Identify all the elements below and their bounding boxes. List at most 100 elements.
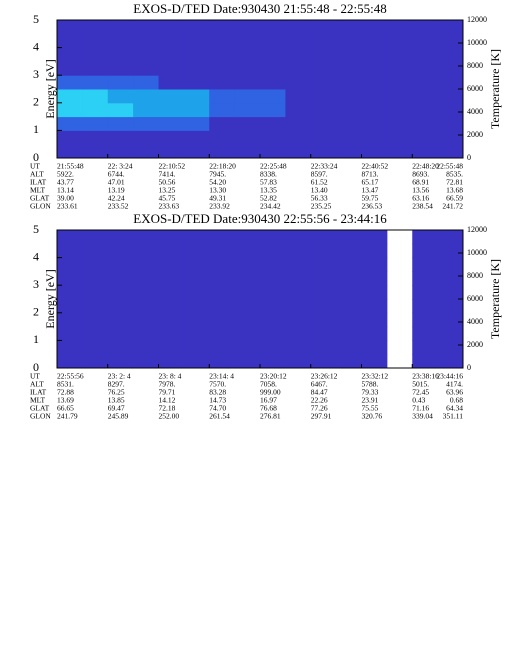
- heat-cell: [336, 312, 362, 328]
- y-tick-label: 0: [33, 360, 39, 374]
- table-cell: 8535.: [446, 170, 463, 179]
- table-cell: 7978.: [159, 380, 176, 389]
- heat-cell: [82, 285, 109, 300]
- heat-cell: [412, 230, 439, 245]
- heat-cell: [133, 312, 159, 328]
- y2-tick-label: 6000: [467, 294, 483, 303]
- table-cell: 13.19: [108, 186, 125, 195]
- heat-cell: [107, 257, 134, 272]
- table-cell: 13.14: [57, 186, 74, 195]
- table-cell: 61.52: [311, 178, 328, 187]
- table-cell: 23.91: [362, 396, 379, 405]
- heat-cell: [82, 230, 109, 245]
- heat-cell: [361, 326, 388, 341]
- heat-cell: [183, 144, 210, 159]
- heat-cell: [437, 354, 464, 369]
- table-cell: 22:40:52: [362, 162, 389, 171]
- table-cell: 241.79: [57, 412, 78, 421]
- heat-cell: [57, 271, 83, 286]
- heat-cell: [260, 116, 286, 131]
- heat-cell: [133, 47, 159, 62]
- table-cell: 234.42: [260, 202, 281, 211]
- heat-cell: [386, 75, 413, 90]
- heat-cell: [260, 75, 286, 90]
- heat-cell: [107, 47, 134, 62]
- y2-tick-label: 4000: [467, 317, 483, 326]
- heat-cell: [310, 230, 337, 245]
- y2-tick-label: 10000: [467, 38, 487, 47]
- heat-cell: [437, 299, 464, 314]
- heat-cell: [412, 354, 439, 369]
- table-row-label: GLAT: [30, 194, 50, 203]
- table-cell: 77.26: [311, 404, 328, 413]
- heat-cell: [158, 340, 185, 355]
- heat-cell: [361, 354, 388, 369]
- table-row-label: GLON: [30, 202, 51, 211]
- heat-cell: [107, 61, 134, 76]
- table-cell: 72.81: [446, 178, 463, 187]
- heat-cell: [310, 89, 337, 104]
- heat-cell: [57, 116, 83, 131]
- heat-cell: [158, 326, 185, 341]
- heat-cell: [361, 285, 388, 300]
- heat-cell: [386, 144, 413, 159]
- table-cell: 76.68: [260, 404, 277, 413]
- heat-cell: [82, 257, 109, 272]
- heat-cell: [107, 230, 134, 245]
- heat-cell: [209, 20, 236, 35]
- heat-cell: [234, 285, 261, 300]
- heat-cell: [285, 326, 312, 341]
- heat-cell: [285, 75, 312, 90]
- heat-cell: [437, 230, 464, 245]
- heat-cell: [234, 116, 261, 131]
- table-cell: 6467.: [311, 380, 328, 389]
- heat-cell: [57, 354, 83, 369]
- table-cell: 351.11: [443, 412, 464, 421]
- table-cell: 52.82: [260, 194, 277, 203]
- table-row-label: GLON: [30, 412, 51, 421]
- heat-cell: [234, 299, 261, 314]
- heat-cell: [234, 20, 261, 35]
- table-cell: 56.33: [311, 194, 328, 203]
- heat-cell: [133, 340, 159, 355]
- heat-cell: [133, 20, 159, 35]
- heat-cell: [209, 340, 236, 355]
- y2-tick-label: 12000: [467, 225, 487, 234]
- heat-cell: [107, 144, 134, 159]
- heat-cell: [361, 75, 388, 90]
- table-cell: 23:32:12: [362, 372, 389, 381]
- heat-cell: [82, 326, 109, 341]
- heat-cell: [107, 243, 134, 259]
- heat-cell: [310, 144, 337, 159]
- heat-cell: [107, 354, 134, 369]
- heat-cell: [336, 285, 362, 300]
- heat-cell: [285, 130, 312, 145]
- heat-cell: [183, 130, 210, 145]
- heat-cell: [82, 116, 109, 131]
- table-cell: 7414.: [159, 170, 176, 179]
- heat-cell: [57, 47, 83, 62]
- heat-cell: [82, 102, 109, 118]
- y2-tick-label: 2000: [467, 130, 483, 139]
- heat-cell: [107, 89, 134, 104]
- table-cell: 236.53: [362, 202, 383, 211]
- table-cell: 7945.: [209, 170, 226, 179]
- table-cell: 14.12: [159, 396, 176, 405]
- heat-cell: [82, 271, 109, 286]
- heat-cell: [386, 116, 413, 131]
- table-cell: 66.59: [446, 194, 463, 203]
- heat-cell: [209, 75, 236, 90]
- heat-cell: [336, 20, 362, 35]
- y2-tick-label: 12000: [467, 15, 487, 24]
- heat-cell: [361, 144, 388, 159]
- y-tick-label: 1: [33, 332, 39, 346]
- heat-cell: [361, 271, 388, 286]
- table-cell: 999.00: [260, 388, 281, 397]
- heat-cell: [310, 285, 337, 300]
- heat-cell: [133, 130, 159, 145]
- heat-cell: [336, 102, 362, 118]
- heat-cell: [285, 102, 312, 118]
- heat-cell: [209, 271, 236, 286]
- table-cell: 42.24: [108, 194, 125, 203]
- heat-cell: [285, 271, 312, 286]
